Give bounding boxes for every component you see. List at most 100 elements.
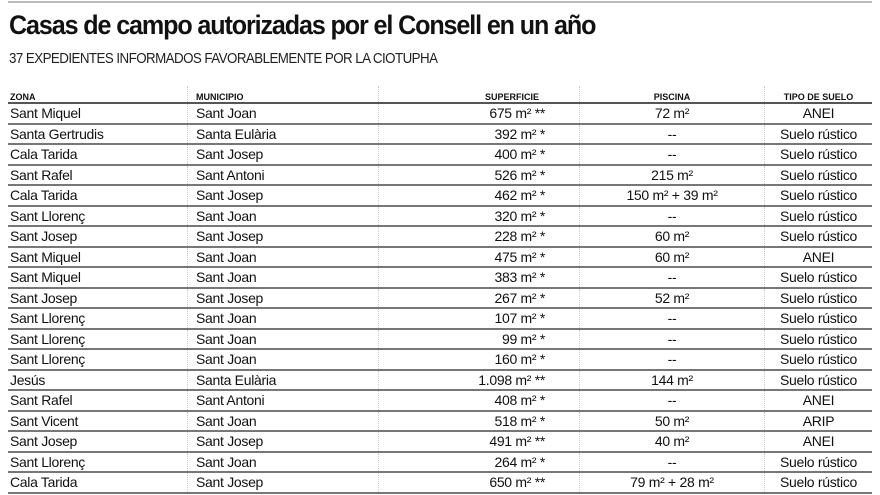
cell-tipo-de-suelo: Suelo rústico (764, 185, 872, 207)
cell-piscina: 215 m² (579, 164, 765, 186)
column-header-zona: ZONA (8, 86, 188, 104)
cell-tipo-de-suelo: Suelo rústico (764, 472, 872, 494)
cell-tipo-de-suelo: Suelo rústico (764, 144, 872, 166)
cell-tipo-de-suelo: Suelo rústico (764, 349, 872, 371)
cell-tipo-de-suelo: Suelo rústico (764, 123, 872, 145)
cell-piscina: -- (579, 144, 765, 166)
table-row: Sant Llorenç Sant Joan 264 m² * -- Suelo rús… (8, 451, 872, 473)
table-row: Sant Josep Sant Josep 267 m² * 52 m² Suelo r… (8, 287, 872, 309)
cell-municipio: Santa Eulària (187, 123, 379, 145)
cell-superficie: 675 m² ** (378, 103, 580, 125)
cell-tipo-de-suelo: Suelo rústico (764, 369, 872, 391)
cell-superficie: 160 m² * (378, 349, 580, 371)
table-row: Sant Rafel Sant Antoni 408 m² * -- ANEI (8, 390, 872, 412)
table-row: Jesús Santa Eulària 1.098 m² ** 144 m² Suelo… (8, 369, 872, 391)
cell-tipo-de-suelo: ANEI (764, 431, 872, 453)
table-row: Sant Miquel Sant Joan 675 m² ** 72 m² ANEI (8, 103, 872, 125)
cell-municipio: Sant Joan (187, 246, 379, 268)
top-rule (8, 1, 872, 3)
houses-table: ZONA MUNICIPIO SUPERFICIE PISCINA TIPO D… (8, 86, 872, 494)
cell-zona: Cala Tarida (8, 472, 188, 494)
cell-tipo-de-suelo: ANEI (764, 390, 872, 412)
table-row: Sant Josep Sant Josep 491 m² ** 40 m² ANEI (8, 431, 872, 453)
cell-municipio: Sant Josep (187, 144, 379, 166)
cell-superficie: 518 m² * (378, 410, 580, 432)
column-header-piscina: PISCINA (579, 86, 765, 104)
cell-superficie: 462 m² * (378, 185, 580, 207)
cell-piscina: -- (579, 451, 765, 473)
table-row: Sant Josep Sant Josep 228 m² * 60 m² Suelo r… (8, 226, 872, 248)
cell-tipo-de-suelo: Suelo rústico (764, 205, 872, 227)
cell-piscina: -- (579, 390, 765, 412)
cell-municipio: Sant Antoni (187, 164, 379, 186)
cell-municipio: Sant Josep (187, 226, 379, 248)
cell-municipio: Sant Joan (187, 267, 379, 289)
cell-tipo-de-suelo: Suelo rústico (764, 287, 872, 309)
cell-zona: Sant Josep (8, 226, 188, 248)
cell-zona: Sant Llorenç (8, 308, 188, 330)
page-title: Casas de campo autorizadas por el Consel… (9, 10, 596, 40)
column-header-municipio: MUNICIPIO (187, 86, 379, 104)
cell-superficie: 650 m² ** (378, 472, 580, 494)
cell-piscina: -- (579, 267, 765, 289)
cell-municipio: Sant Joan (187, 328, 379, 350)
cell-tipo-de-suelo: ANEI (764, 246, 872, 268)
cell-zona: Sant Miquel (8, 246, 188, 268)
cell-tipo-de-suelo: Suelo rústico (764, 308, 872, 330)
cell-tipo-de-suelo: Suelo rústico (764, 226, 872, 248)
cell-superficie: 408 m² * (378, 390, 580, 412)
cell-tipo-de-suelo: ARIP (764, 410, 872, 432)
table-row: Sant Llorenç Sant Joan 99 m² * -- Suelo rúst… (8, 328, 872, 350)
column-header-tipo-de-suelo: TIPO DE SUELO (764, 86, 872, 104)
cell-superficie: 320 m² * (378, 205, 580, 227)
column-header-superficie: SUPERFICIE (378, 86, 580, 104)
cell-municipio: Sant Josep (187, 472, 379, 494)
cell-municipio: Sant Josep (187, 431, 379, 453)
cell-tipo-de-suelo: Suelo rústico (764, 451, 872, 473)
cell-piscina: 50 m² (579, 410, 765, 432)
cell-zona: Sant Llorenç (8, 205, 188, 227)
cell-superficie: 267 m² * (378, 287, 580, 309)
cell-municipio: Sant Joan (187, 103, 379, 125)
cell-zona: Sant Josep (8, 287, 188, 309)
cell-zona: Sant Rafel (8, 390, 188, 412)
table-row: Sant Miquel Sant Joan 475 m² * 60 m² ANEI (8, 246, 872, 268)
cell-piscina: 60 m² (579, 246, 765, 268)
cell-zona: Sant Llorenç (8, 328, 188, 350)
cell-municipio: Sant Joan (187, 205, 379, 227)
table-row: Sant Rafel Sant Antoni 526 m² * 215 m² Suelo… (8, 164, 872, 186)
cell-piscina: -- (579, 328, 765, 350)
cell-tipo-de-suelo: ANEI (764, 103, 872, 125)
cell-piscina: 60 m² (579, 226, 765, 248)
cell-zona: Cala Tarida (8, 185, 188, 207)
cell-superficie: 400 m² * (378, 144, 580, 166)
cell-piscina: -- (579, 123, 765, 145)
cell-piscina: 72 m² (579, 103, 765, 125)
cell-piscina: -- (579, 205, 765, 227)
cell-municipio: Sant Joan (187, 451, 379, 473)
table-row: Sant Miquel Sant Joan 383 m² * -- Suelo rúst… (8, 267, 872, 289)
cell-municipio: Sant Joan (187, 308, 379, 330)
cell-piscina: 150 m² + 39 m² (579, 185, 765, 207)
cell-superficie: 491 m² ** (378, 431, 580, 453)
cell-municipio: Sant Joan (187, 410, 379, 432)
cell-piscina: 79 m² + 28 m² (579, 472, 765, 494)
table-header: ZONA MUNICIPIO SUPERFICIE PISCINA TIPO D… (8, 86, 872, 104)
subtitle: 37 EXPEDIENTES INFORMADOS FAVORABLEMENTE… (9, 51, 438, 67)
cell-tipo-de-suelo: Suelo rústico (764, 328, 872, 350)
cell-superficie: 392 m² * (378, 123, 580, 145)
cell-zona: Sant Josep (8, 431, 188, 453)
cell-zona: Jesús (8, 369, 188, 391)
cell-superficie: 264 m² * (378, 451, 580, 473)
cell-zona: Santa Gertrudis (8, 123, 188, 145)
cell-municipio: Sant Joan (187, 349, 379, 371)
table-row: Sant Vicent Sant Joan 518 m² * 50 m² ARIP (8, 410, 872, 432)
cell-tipo-de-suelo: Suelo rústico (764, 267, 872, 289)
cell-superficie: 383 m² * (378, 267, 580, 289)
cell-zona: Cala Tarida (8, 144, 188, 166)
cell-superficie: 99 m² * (378, 328, 580, 350)
cell-zona: Sant Llorenç (8, 349, 188, 371)
cell-superficie: 475 m² * (378, 246, 580, 268)
table-row: Cala Tarida Sant Josep 462 m² * 150 m² + 39… (8, 185, 872, 207)
table-row: Santa Gertrudis Santa Eulària 392 m² * -- Su… (8, 123, 872, 145)
